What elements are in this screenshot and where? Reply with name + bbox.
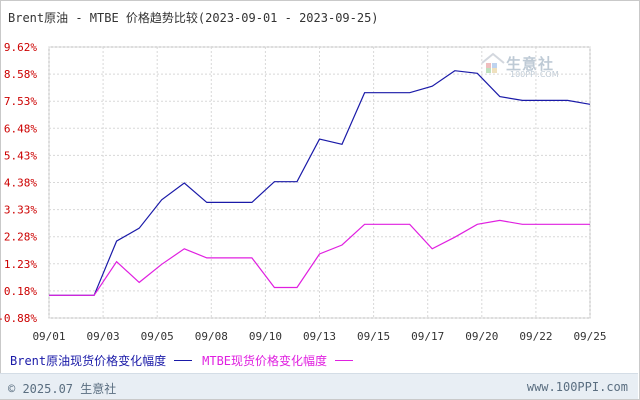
y-tick-label: 3.33% [4, 204, 37, 217]
footer-bar: © 2025.07 生意社 www.100PPI.com [0, 373, 638, 399]
legend-brent-swatch [174, 360, 193, 361]
legend-mtbe-swatch [335, 360, 354, 361]
y-tick-label: -0.88% [0, 312, 37, 325]
footer-copyright: © 2025.07 生意社 [8, 382, 117, 396]
x-tick-label: 09/03 [87, 330, 120, 343]
x-tick-label: 09/17 [411, 330, 444, 343]
footer-site-link[interactable]: www.100PPI.com [526, 380, 628, 394]
chart-title: Brent原油 - MTBE 价格趋势比较(2023-09-01 - 2023-… [8, 11, 379, 25]
y-tick-label: 4.38% [4, 177, 37, 190]
y-tick-label: 8.58% [4, 68, 37, 81]
legend-brent-label: Brent原油现货价格变化幅度 [10, 354, 167, 368]
y-tick-label: 5.43% [4, 149, 37, 162]
y-tick-label: 0.18% [4, 285, 37, 298]
series-line-brent [49, 70, 591, 296]
x-tick-label: 09/15 [357, 330, 390, 343]
y-tick-label: 1.23% [4, 258, 37, 271]
y-tick-label: 6.48% [4, 122, 37, 135]
x-tick-label: 09/13 [303, 330, 336, 343]
x-tick-label: 09/05 [141, 330, 174, 343]
legend-item-brent: Brent原油现货价格变化幅度 [10, 352, 202, 369]
legend-item-mtbe: MTBE现货价格变化幅度 [202, 352, 363, 369]
series-line-mtbe [49, 219, 590, 296]
x-tick-label: 09/22 [519, 330, 552, 343]
x-tick-label: 09/01 [32, 330, 65, 343]
house-logo-icon [481, 52, 505, 73]
watermark-brand: 生意社 [506, 54, 555, 73]
y-tick-label: 7.53% [4, 95, 37, 108]
x-tick-label: 09/25 [573, 330, 606, 343]
y-tick-label: 2.28% [4, 231, 37, 244]
x-tick-label: 09/08 [195, 330, 228, 343]
legend-mtbe-label: MTBE现货价格变化幅度 [202, 354, 328, 368]
y-tick-label: 9.62% [4, 41, 37, 54]
x-tick-label: 09/10 [249, 330, 282, 343]
x-tick-label: 09/20 [465, 330, 498, 343]
chart-legend: Brent原油现货价格变化幅度 MTBE现货价格变化幅度 [10, 352, 363, 369]
